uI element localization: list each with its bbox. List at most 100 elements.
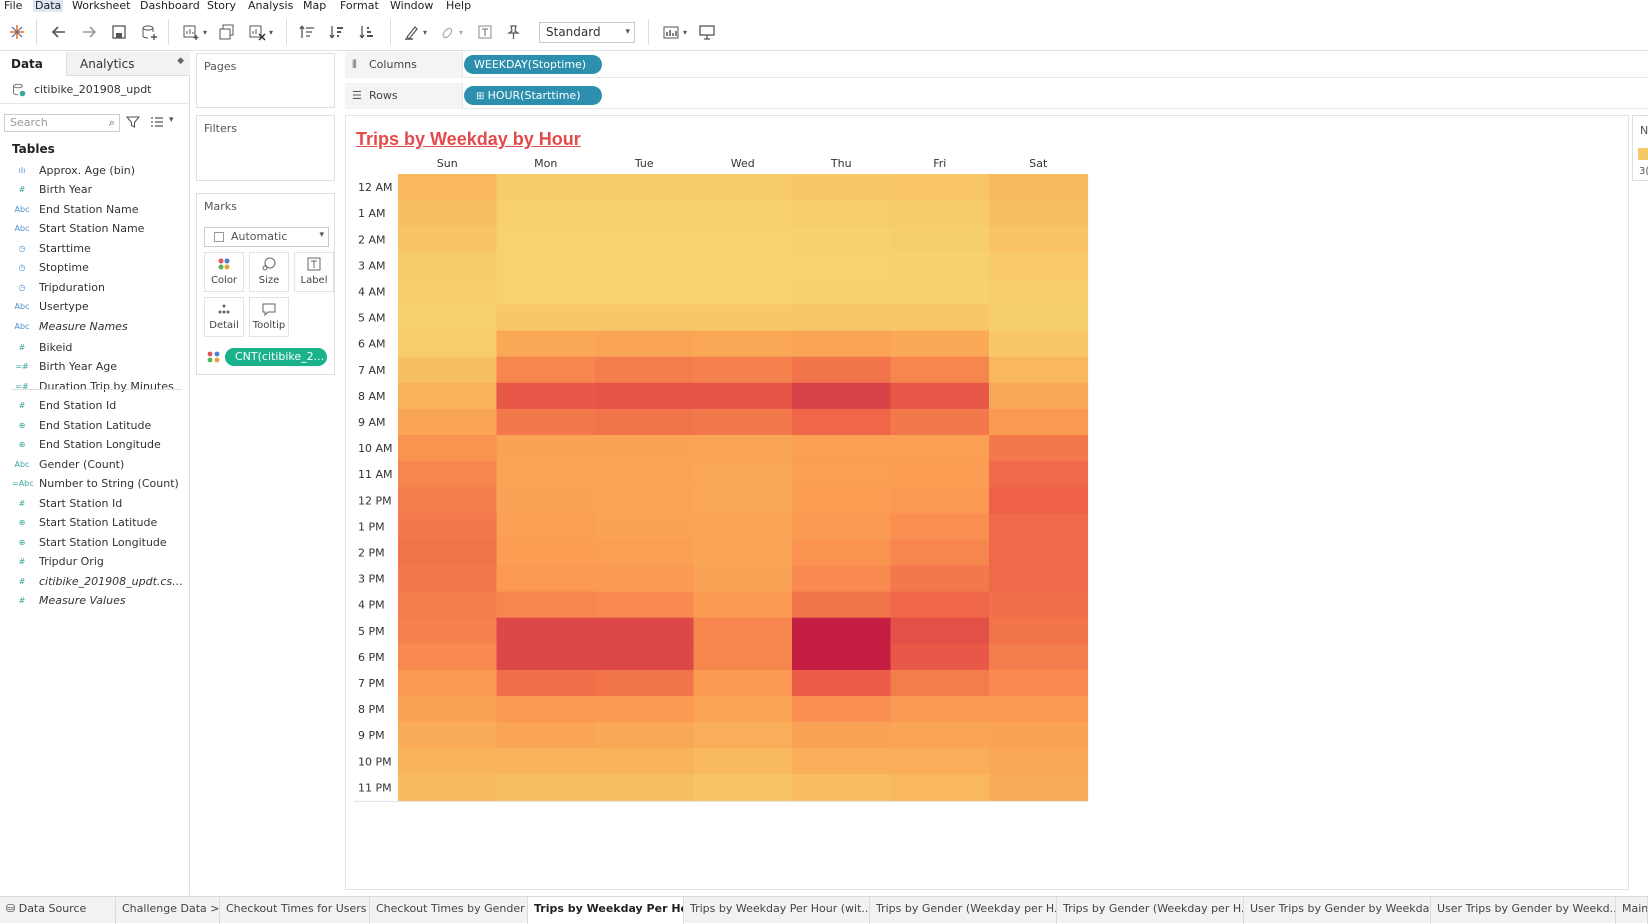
heatmap-cell[interactable] bbox=[595, 278, 695, 306]
heatmap-cell[interactable] bbox=[989, 513, 1089, 540]
heatmap-cell[interactable] bbox=[398, 565, 498, 593]
redo-icon[interactable] bbox=[78, 21, 100, 43]
heatmap-cell[interactable] bbox=[693, 304, 793, 332]
heatmap-cell[interactable] bbox=[693, 435, 793, 462]
heatmap-cell[interactable] bbox=[693, 696, 793, 723]
heatmap-cell[interactable] bbox=[595, 304, 695, 332]
heatmap-cell[interactable] bbox=[989, 200, 1089, 227]
heatmap-cell[interactable] bbox=[890, 617, 990, 645]
chevron-down-icon[interactable]: ▾ bbox=[682, 27, 687, 37]
row-header[interactable]: 12 AM bbox=[358, 181, 393, 194]
heatmap-cell[interactable] bbox=[693, 356, 793, 384]
heatmap-cell[interactable] bbox=[989, 226, 1089, 253]
menu-analysis[interactable]: Analysis bbox=[248, 0, 294, 12]
field-item[interactable]: ⊕ Start Station Latitude bbox=[0, 514, 190, 533]
heatmap-cell[interactable] bbox=[890, 330, 990, 358]
heatmap-cell[interactable] bbox=[496, 748, 596, 775]
row-header[interactable]: 2 AM bbox=[358, 233, 386, 246]
sheet-tab[interactable]: Trips by Gender (Weekday per H... bbox=[870, 897, 1057, 924]
new-datasource-icon[interactable] bbox=[138, 21, 160, 43]
row-header[interactable]: 3 AM bbox=[358, 259, 386, 272]
heatmap-cell[interactable] bbox=[693, 330, 793, 358]
filters-shelf[interactable]: Filters bbox=[196, 115, 335, 181]
heatmap-cell[interactable] bbox=[989, 382, 1089, 410]
heatmap-cell[interactable] bbox=[792, 487, 892, 514]
heatmap-cell[interactable] bbox=[890, 748, 990, 775]
chevron-down-icon[interactable]: ▾ bbox=[458, 27, 463, 37]
row-header[interactable]: 9 PM bbox=[358, 729, 385, 742]
heatmap-cell[interactable] bbox=[693, 539, 793, 567]
heatmap-cell[interactable] bbox=[890, 591, 990, 619]
heatmap-cell[interactable] bbox=[595, 643, 695, 671]
heatmap-cell[interactable] bbox=[693, 748, 793, 775]
heatmap-cell[interactable] bbox=[595, 591, 695, 619]
heatmap-cell[interactable] bbox=[890, 435, 990, 462]
heatmap-cell[interactable] bbox=[496, 200, 596, 227]
heatmap-cell[interactable] bbox=[398, 226, 498, 253]
heatmap-cell[interactable] bbox=[595, 696, 695, 723]
undo-icon[interactable] bbox=[48, 21, 70, 43]
field-item[interactable]: # End Station Id bbox=[0, 397, 190, 416]
heatmap-cell[interactable] bbox=[792, 226, 892, 253]
sheet-tab[interactable]: Challenge Data > bbox=[116, 897, 220, 924]
chevron-down-icon[interactable]: ▾ bbox=[268, 27, 273, 37]
heatmap-cell[interactable] bbox=[989, 356, 1089, 384]
heatmap-cell[interactable] bbox=[989, 591, 1089, 619]
heatmap-cell[interactable] bbox=[989, 304, 1089, 332]
highlight-icon[interactable] bbox=[400, 21, 422, 43]
swap-icon[interactable] bbox=[296, 21, 318, 43]
tableau-logo-icon[interactable] bbox=[6, 21, 28, 43]
heatmap-cell[interactable] bbox=[890, 643, 990, 671]
heatmap-cell[interactable] bbox=[595, 774, 695, 801]
field-item[interactable]: Abc Start Station Name bbox=[0, 220, 190, 239]
heatmap-cell[interactable] bbox=[792, 278, 892, 306]
heatmap-cell[interactable] bbox=[595, 356, 695, 384]
heatmap-cell[interactable] bbox=[398, 408, 498, 436]
heatmap-cell[interactable] bbox=[989, 774, 1089, 801]
viz-title[interactable]: Trips by Weekday by Hour bbox=[356, 129, 581, 149]
heatmap-cell[interactable] bbox=[890, 226, 990, 253]
heatmap-cell[interactable] bbox=[792, 174, 892, 201]
heatmap-cell[interactable] bbox=[989, 408, 1089, 436]
heatmap-cell[interactable] bbox=[595, 461, 695, 488]
row-header[interactable]: 2 PM bbox=[358, 546, 385, 559]
pin-icon[interactable] bbox=[502, 21, 524, 43]
heatmap-cell[interactable] bbox=[792, 774, 892, 801]
heatmap-cell[interactable] bbox=[792, 669, 892, 697]
field-item[interactable]: ılı Approx. Age (bin) bbox=[0, 162, 190, 181]
heatmap-cell[interactable] bbox=[792, 748, 892, 775]
heatmap-cell[interactable] bbox=[398, 330, 498, 358]
column-header-sat[interactable]: Sat bbox=[1029, 157, 1048, 170]
heatmap-cell[interactable] bbox=[693, 643, 793, 671]
heatmap-cell[interactable] bbox=[496, 435, 596, 462]
heatmap-cell[interactable] bbox=[595, 408, 695, 436]
heatmap-cell[interactable] bbox=[398, 382, 498, 410]
row-header[interactable]: 4 AM bbox=[358, 285, 386, 298]
heatmap-cell[interactable] bbox=[693, 200, 793, 227]
heatmap-cell[interactable] bbox=[792, 356, 892, 384]
heatmap-cell[interactable] bbox=[398, 722, 498, 749]
heatmap-cell[interactable] bbox=[595, 226, 695, 253]
heatmap-cell[interactable] bbox=[496, 696, 596, 723]
heatmap-cell[interactable] bbox=[890, 722, 990, 749]
field-item[interactable]: # Tripdur Orig bbox=[0, 553, 190, 572]
heatmap-cell[interactable] bbox=[890, 382, 990, 410]
heatmap-cell[interactable] bbox=[989, 643, 1089, 671]
field-item[interactable]: # Start Station Id bbox=[0, 495, 190, 514]
heatmap-cell[interactable] bbox=[989, 174, 1089, 201]
heatmap-cell[interactable] bbox=[496, 722, 596, 749]
heatmap-cell[interactable] bbox=[693, 487, 793, 514]
heatmap-cell[interactable] bbox=[496, 513, 596, 540]
field-item[interactable]: =# Duration Trip by Minutes bbox=[0, 378, 190, 397]
sheet-tab[interactable]: Trips by Gender (Weekday per H... bbox=[1057, 897, 1244, 924]
color-button[interactable]: Color bbox=[204, 252, 244, 292]
heatmap-cell[interactable] bbox=[989, 617, 1089, 645]
row-header[interactable]: 12 PM bbox=[358, 494, 392, 507]
chevron-down-icon[interactable]: ▾ bbox=[422, 27, 427, 37]
heatmap-cell[interactable] bbox=[693, 174, 793, 201]
heatmap-cell[interactable] bbox=[398, 487, 498, 514]
tooltip-button[interactable]: Tooltip bbox=[249, 297, 289, 337]
tab-analytics[interactable]: Analytics ◆ bbox=[66, 52, 190, 76]
field-item[interactable]: Abc Measure Names bbox=[0, 318, 190, 337]
heatmap-cell[interactable] bbox=[595, 174, 695, 201]
